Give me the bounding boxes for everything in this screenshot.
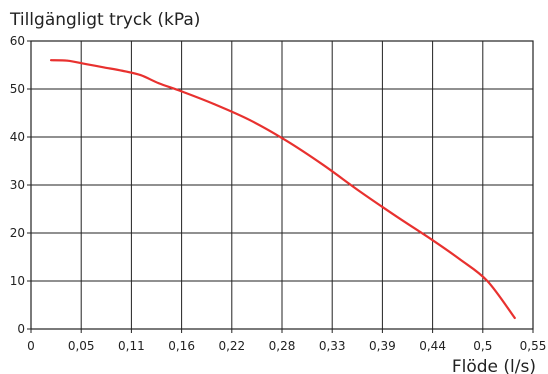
data-point bbox=[180, 90, 183, 93]
data-point bbox=[139, 74, 142, 76]
x-tick-label: 0,5 bbox=[473, 339, 492, 353]
x-axis-title: Flöde (l/s) bbox=[452, 357, 536, 374]
data-point bbox=[322, 163, 324, 166]
data-point bbox=[103, 66, 105, 69]
data-point bbox=[358, 190, 361, 193]
x-tick-label: 0,16 bbox=[168, 339, 195, 353]
y-tick-label: 60 bbox=[10, 34, 25, 48]
data-point bbox=[431, 239, 434, 242]
x-tick-label: 0,44 bbox=[419, 339, 446, 353]
x-tick-label: 0,33 bbox=[319, 339, 346, 353]
data-point bbox=[50, 59, 52, 62]
y-tick-label: 20 bbox=[10, 226, 25, 240]
data-point bbox=[285, 139, 288, 142]
x-tick-label: 0,39 bbox=[369, 339, 396, 353]
x-tick-label: 0,05 bbox=[68, 339, 95, 353]
data-point bbox=[212, 102, 215, 105]
data-point bbox=[395, 215, 397, 218]
y-tick-labels: 0 10 20 30 40 50 60 bbox=[10, 34, 31, 336]
y-tick-label: 0 bbox=[17, 322, 25, 336]
y-tick-label: 30 bbox=[10, 178, 25, 192]
data-point bbox=[459, 258, 461, 261]
data-point bbox=[513, 317, 516, 319]
x-tick-label: 0,22 bbox=[218, 339, 245, 353]
data-point bbox=[157, 82, 160, 85]
x-tick-label: 0,28 bbox=[269, 339, 296, 353]
series-layer bbox=[49, 59, 516, 320]
x-tick-label: 0 bbox=[27, 339, 35, 353]
y-axis-title: Tillgängligt tryck (kPa) bbox=[9, 10, 200, 30]
data-point bbox=[249, 119, 251, 122]
data-point bbox=[486, 280, 489, 282]
data-point bbox=[121, 69, 124, 72]
data-point bbox=[84, 63, 87, 65]
x-tick-labels: 0 0,05 0,11 0,16 0,22 0,28 0,33 0,39 0,44 0,5 0,55 bbox=[27, 329, 546, 353]
x-tick-label: 0,55 bbox=[520, 339, 547, 353]
x-tick-label: 0,11 bbox=[118, 339, 145, 353]
y-tick-label: 10 bbox=[10, 274, 25, 288]
y-tick-label: 50 bbox=[10, 82, 25, 96]
y-tick-label: 40 bbox=[10, 130, 25, 144]
data-point bbox=[66, 59, 69, 62]
series-line bbox=[49, 59, 516, 320]
grid bbox=[31, 41, 533, 329]
